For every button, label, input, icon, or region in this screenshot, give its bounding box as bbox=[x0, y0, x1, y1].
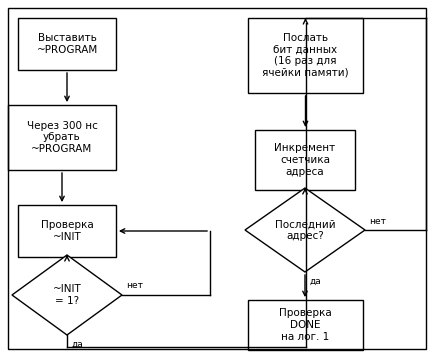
Bar bbox=[248, 18, 363, 93]
Text: Последний
адрес?: Последний адрес? bbox=[275, 219, 335, 241]
Text: Через 300 нс
убрать
~PROGRAM: Через 300 нс убрать ~PROGRAM bbox=[26, 121, 98, 154]
Text: Послать
бит данных
(16 раз для
ячейки памяти): Послать бит данных (16 раз для ячейки па… bbox=[262, 33, 349, 78]
Bar bbox=[18, 205, 116, 257]
Bar bbox=[255, 130, 355, 190]
Polygon shape bbox=[245, 188, 365, 272]
Bar bbox=[248, 300, 363, 350]
Text: нет: нет bbox=[126, 281, 143, 290]
Text: Выставить
~PROGRAM: Выставить ~PROGRAM bbox=[36, 33, 98, 55]
Text: ~INIT
= 1?: ~INIT = 1? bbox=[53, 284, 82, 306]
Text: Проверка
~INIT: Проверка ~INIT bbox=[41, 220, 93, 242]
Bar bbox=[18, 18, 116, 70]
Text: да: да bbox=[310, 277, 322, 286]
Polygon shape bbox=[12, 255, 122, 335]
Text: Проверка
DONE
на лог. 1: Проверка DONE на лог. 1 bbox=[279, 308, 332, 342]
Text: Инкремент
счетчика
адреса: Инкремент счетчика адреса bbox=[274, 144, 335, 177]
Bar bbox=[8, 105, 116, 170]
Text: да: да bbox=[72, 340, 84, 349]
Text: нет: нет bbox=[369, 217, 386, 226]
